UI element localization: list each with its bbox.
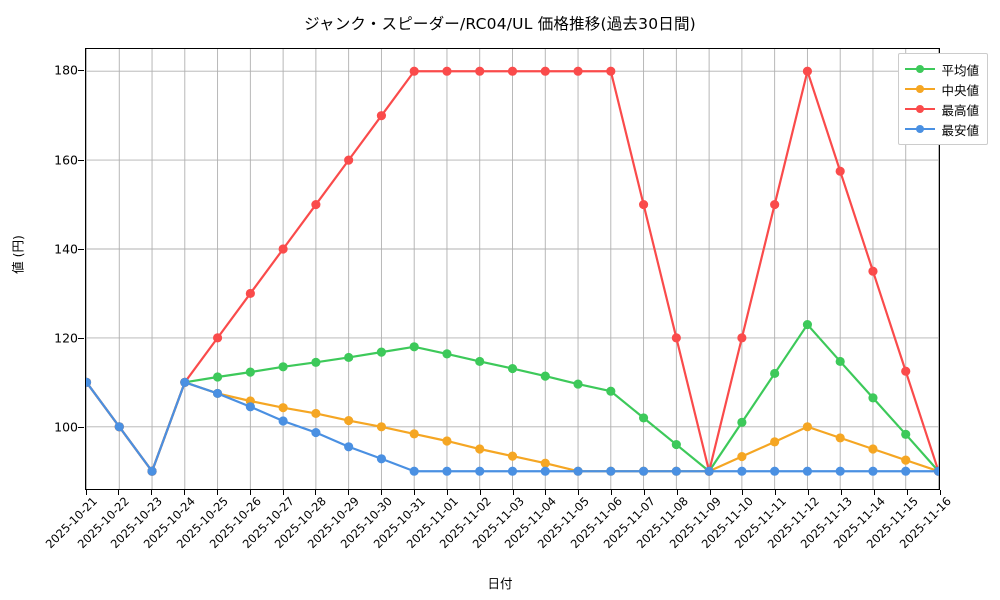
legend-item-1[interactable]: 平均値 xyxy=(905,59,979,79)
grid-lines xyxy=(86,49,939,489)
legend-label: 中央値 xyxy=(941,82,979,98)
legend-swatch-icon xyxy=(905,122,936,136)
legend-item-3[interactable]: 最高値 xyxy=(905,99,979,119)
x-tick-mark xyxy=(381,490,383,495)
x-tick-mark xyxy=(742,490,744,495)
x-tick-mark xyxy=(643,490,645,495)
plot-svg xyxy=(86,49,939,489)
y-tick-mark xyxy=(78,70,84,72)
y-tick-label: 120 xyxy=(54,330,78,346)
series-4 xyxy=(86,377,939,476)
legend-swatch-icon xyxy=(905,62,936,76)
x-tick-mark xyxy=(775,490,777,495)
legend-label: 平均値 xyxy=(941,62,979,78)
y-tick-mark xyxy=(78,248,84,250)
plot-area xyxy=(85,48,940,490)
x-tick-mark xyxy=(676,490,678,495)
x-tick-mark xyxy=(184,490,186,495)
legend-swatch-icon xyxy=(905,82,936,96)
x-tick-mark xyxy=(118,490,120,495)
series-3 xyxy=(86,66,939,476)
x-tick-mark xyxy=(151,490,153,495)
x-tick-mark xyxy=(216,490,218,495)
legend-label: 最高値 xyxy=(941,102,979,118)
x-tick-mark xyxy=(348,490,350,495)
x-tick-mark xyxy=(939,490,941,495)
y-axis-tick-labels: 100 120 140 160 180 xyxy=(4,48,78,490)
x-tick-mark xyxy=(578,490,580,495)
x-tick-mark xyxy=(545,490,547,495)
legend-item-4[interactable]: 最安値 xyxy=(905,119,979,139)
y-tick-mark xyxy=(78,338,84,340)
legend-label: 最安値 xyxy=(941,122,979,138)
x-axis-title: 日付 xyxy=(487,576,513,591)
x-tick-mark xyxy=(906,490,908,495)
x-tick-mark xyxy=(840,490,842,495)
chart-legend: 平均値中央値最高値最安値 xyxy=(898,53,988,145)
x-tick-mark xyxy=(808,490,810,495)
y-tick-label: 100 xyxy=(54,419,78,435)
x-tick-mark xyxy=(85,490,87,495)
y-tick-mark xyxy=(78,427,84,429)
x-tick-mark xyxy=(873,490,875,495)
x-tick-mark xyxy=(479,490,481,495)
legend-item-2[interactable]: 中央値 xyxy=(905,79,979,99)
x-tick-mark xyxy=(282,490,284,495)
x-tick-mark xyxy=(315,490,317,495)
y-tick-mark xyxy=(78,159,84,161)
x-tick-mark xyxy=(413,490,415,495)
y-tick-label: 160 xyxy=(54,152,78,168)
y-tick-label: 140 xyxy=(54,241,78,257)
x-tick-mark xyxy=(512,490,514,495)
x-tick-mark xyxy=(249,490,251,495)
legend-swatch-icon xyxy=(905,102,936,116)
chart-title: ジャンク・スピーダー/RC04/UL 価格推移(過去30日間) xyxy=(304,15,696,33)
y-tick-label: 180 xyxy=(54,62,78,78)
x-tick-mark xyxy=(446,490,448,495)
x-tick-mark xyxy=(709,490,711,495)
x-tick-mark xyxy=(611,490,613,495)
